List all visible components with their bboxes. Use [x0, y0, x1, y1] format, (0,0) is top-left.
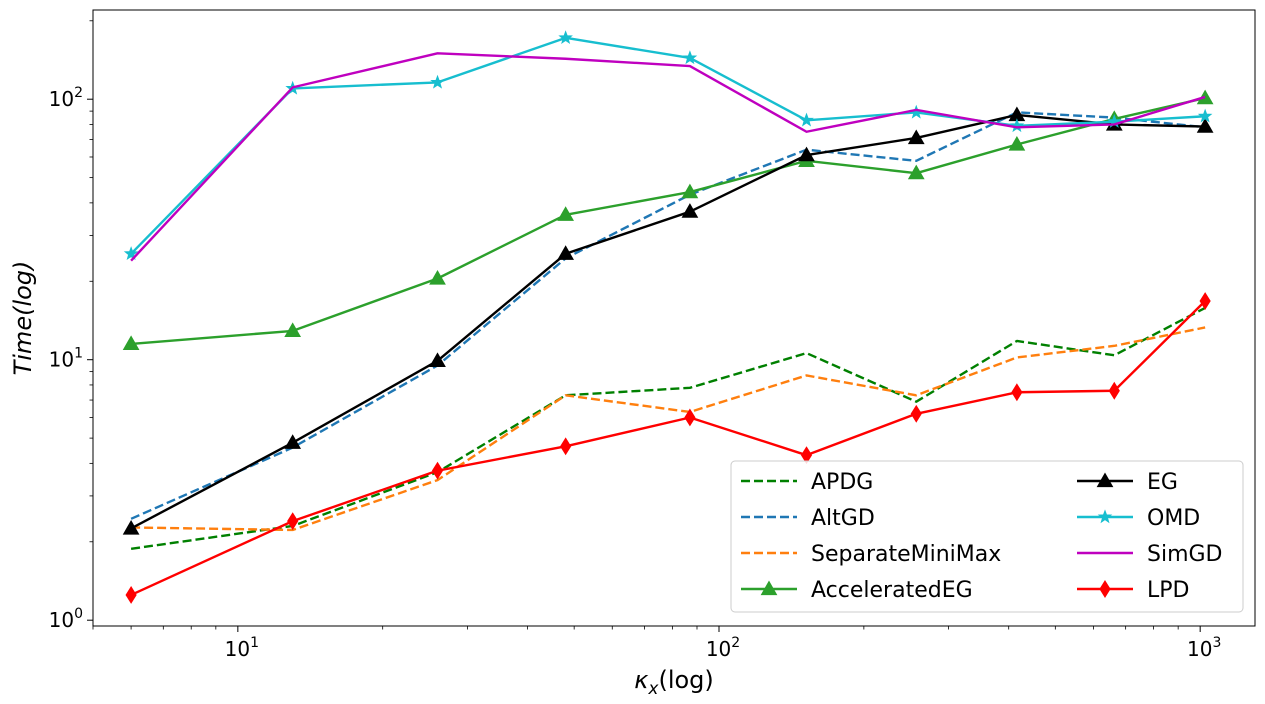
- data-point-acceleratedeg: [1008, 135, 1026, 151]
- data-point-eg: [1196, 118, 1214, 133]
- data-point-lpd: [125, 586, 137, 604]
- legend-marker-acceleratedeg: [760, 580, 778, 596]
- data-point-omd: [558, 30, 573, 45]
- series-line-acceleratedeg: [131, 96, 1206, 346]
- data-point-eg: [681, 203, 699, 218]
- data-point-eg: [284, 434, 302, 449]
- x-axis-label: κx(log): [634, 666, 714, 699]
- series-line-omd: [130, 36, 1206, 255]
- data-point-acceleratedeg: [122, 335, 140, 351]
- legend-label-simgd: SimGD: [1147, 542, 1223, 567]
- legend-label-lpd: LPD: [1147, 578, 1189, 603]
- x-tick-label: 103: [1187, 635, 1221, 661]
- data-point-acceleratedeg: [907, 164, 925, 180]
- series-line-eg: [130, 113, 1206, 530]
- data-point-omd: [430, 74, 445, 89]
- tick-base: 10: [49, 87, 74, 111]
- data-point-acceleratedeg: [284, 322, 302, 338]
- legend-box: [730, 460, 1244, 613]
- legend-label-omd: OMD: [1147, 506, 1200, 531]
- data-point-lpd: [287, 512, 299, 531]
- series-acceleratedeg: [122, 89, 1214, 351]
- data-point-acceleratedeg: [557, 206, 574, 221]
- data-point-lpd: [1011, 383, 1023, 402]
- plot-frame: [92, 9, 1256, 627]
- data-point-lpd: [910, 404, 922, 423]
- y-tick-label: 102: [49, 85, 83, 111]
- series-apdg: [130, 306, 1206, 550]
- series-altgd: [130, 111, 1206, 520]
- tick-base: 10: [49, 608, 74, 632]
- data-point-eg: [557, 245, 574, 260]
- legend-label-altgd: AltGD: [811, 506, 875, 531]
- series-line-apdg: [130, 306, 1206, 550]
- legend: APDG AltGD SeparateMiniMax AcceleratedEG EG O…: [730, 460, 1244, 613]
- data-point-acceleratedeg: [429, 269, 446, 285]
- legend-marker-lpd: [1099, 580, 1111, 598]
- legend-label-eg: EG: [1147, 470, 1178, 495]
- x-label-symbol: κ: [634, 666, 649, 694]
- data-point-lpd: [684, 408, 696, 427]
- y-label-text: Time(log): [9, 261, 37, 376]
- data-point-eg: [907, 129, 925, 145]
- data-point-acceleratedeg: [681, 183, 699, 199]
- data-point-omd: [123, 246, 139, 260]
- legend-entry-apdg: APDG: [741, 470, 873, 495]
- legend-label-acceleratedeg: AcceleratedEG: [811, 578, 973, 603]
- data-point-omd: [682, 50, 698, 65]
- legend-entry-simgd: SimGD: [1077, 542, 1223, 567]
- y-tick-label: 101: [49, 346, 83, 372]
- data-point-eg: [798, 146, 815, 162]
- tick-exponent: 2: [74, 85, 83, 101]
- data-point-omd: [799, 112, 814, 127]
- data-point-omd: [1009, 118, 1025, 133]
- x-tick-label: 102: [706, 635, 740, 661]
- tick-base: 10: [49, 348, 74, 372]
- data-point-lpd: [431, 461, 444, 480]
- data-point-omd: [1197, 108, 1213, 123]
- legend-entry-omd: OMD: [1077, 506, 1200, 531]
- tick-exponent: 0: [74, 606, 83, 622]
- legend-entry-lpd: LPD: [1077, 578, 1189, 603]
- legend-marker-eg: [1096, 472, 1114, 488]
- series-simgd: [130, 52, 1206, 262]
- data-point-lpd: [1199, 292, 1211, 310]
- legend-entry-eg: EG: [1077, 470, 1178, 495]
- legend-entry-acceleratedeg: AcceleratedEG: [741, 578, 973, 603]
- x-label-rest: (log): [658, 666, 713, 694]
- y-tick-label: 100: [49, 606, 83, 632]
- series-separateminimax: [131, 326, 1206, 532]
- tick-base: 10: [706, 637, 731, 661]
- x-tick-label: 101: [225, 635, 259, 661]
- legend-label-apdg: APDG: [811, 470, 873, 495]
- x-label-subscript: x: [647, 679, 659, 699]
- tick-exponent: 2: [731, 635, 740, 651]
- tick-exponent: 1: [250, 635, 259, 651]
- tick-base: 10: [1187, 637, 1212, 661]
- tick-exponent: 1: [74, 346, 83, 362]
- legend-entry-separateminimax: SeparateMiniMax: [741, 542, 1001, 567]
- series-line-altgd: [130, 111, 1206, 520]
- legend-entry-altgd: AltGD: [741, 506, 875, 531]
- tick-base: 10: [225, 637, 250, 661]
- y-axis-label: Time(log): [9, 261, 37, 376]
- tick-exponent: 3: [1212, 635, 1221, 651]
- series-eg: [122, 106, 1214, 535]
- series-layer: [122, 30, 1214, 604]
- data-point-lpd: [1108, 381, 1120, 400]
- series-line-lpd: [130, 300, 1206, 597]
- series-lpd: [125, 292, 1211, 604]
- data-point-lpd: [560, 437, 572, 456]
- series-line-separateminimax: [131, 326, 1206, 532]
- legend-marker-omd: [1097, 509, 1113, 524]
- series-line-simgd: [130, 52, 1206, 262]
- data-point-eg: [122, 519, 140, 535]
- legend-label-separateminimax: SeparateMiniMax: [811, 542, 1001, 567]
- data-point-eg: [429, 352, 446, 367]
